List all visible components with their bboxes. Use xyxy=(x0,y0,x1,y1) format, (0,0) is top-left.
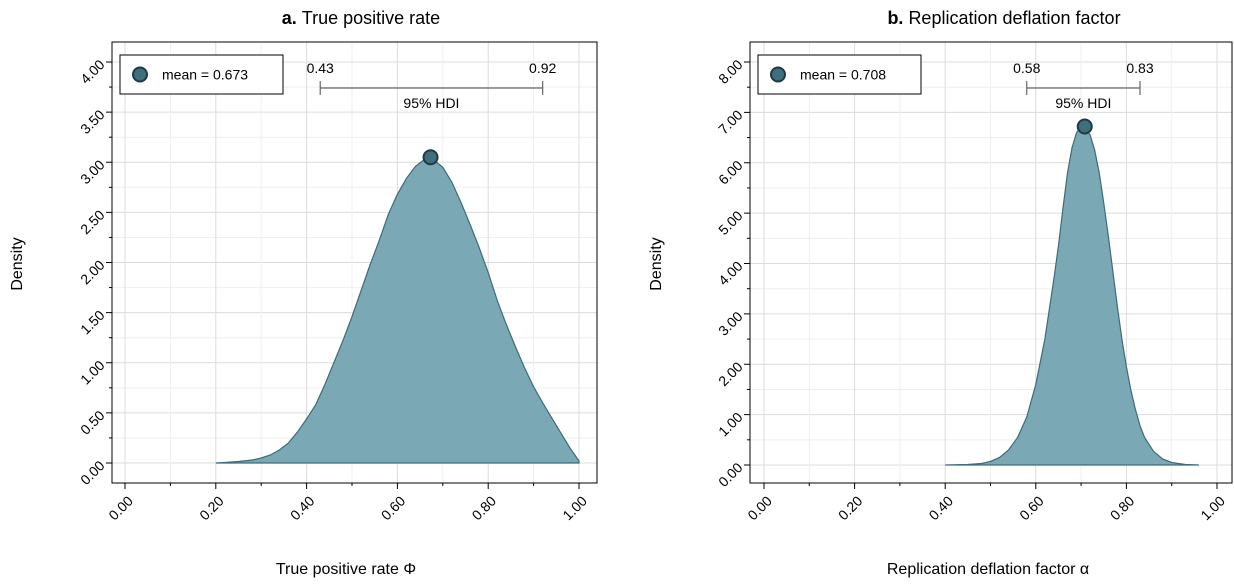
y-tick-label: 2.00 xyxy=(715,358,746,389)
density-area-b xyxy=(945,125,1199,466)
chart-title-b: b. Replication deflation factor xyxy=(887,8,1120,28)
y-tick-label: 2.00 xyxy=(77,257,108,288)
panel-a: a. True positive rate Density True positi… xyxy=(9,8,598,578)
y-tick-label: 5.00 xyxy=(715,207,746,238)
x-tick-label: 0.80 xyxy=(1107,492,1138,523)
legend-label-a: mean = 0.673 xyxy=(162,67,248,83)
y-tick-label: 0.00 xyxy=(77,457,108,488)
y-tick-label: 4.00 xyxy=(715,258,746,289)
y-tick-label: 3.00 xyxy=(715,308,746,339)
y-tick-label: 2.50 xyxy=(77,207,108,238)
x-axis-label-b: Replication deflation factor α xyxy=(887,561,1089,578)
hdi-low-label-a: 0.43 xyxy=(307,60,334,76)
chart-title-a: a. True positive rate xyxy=(282,8,440,28)
hdi-bracket-b: 0.58 0.83 95% HDI xyxy=(1013,60,1154,111)
y-tick-label: 0.50 xyxy=(77,407,108,438)
y-tick-label: 4.00 xyxy=(77,56,108,87)
x-tick-label: 0.60 xyxy=(378,492,409,523)
y-tick-label: 1.50 xyxy=(77,307,108,338)
y-ticks-b: 0.00 1.00 2.00 3.00 4.00 5.00 6.00 7.00 8.00 xyxy=(715,56,750,490)
chart-title-b-prefix: b. xyxy=(887,8,903,28)
x-tick-label: 0.40 xyxy=(287,492,318,523)
y-ticks-a: 0.00 0.50 1.00 1.50 2.00 2.50 3.00 3.50 4.00 xyxy=(77,56,112,488)
legend-label-b: mean = 0.708 xyxy=(800,67,886,83)
y-tick-label: 3.50 xyxy=(77,106,108,137)
y-tick-label: 0.00 xyxy=(715,459,746,490)
y-tick-label: 3.00 xyxy=(77,156,108,187)
legend-b: mean = 0.708 xyxy=(757,54,922,95)
x-tick-label: 0.00 xyxy=(105,492,136,523)
y-tick-label: 6.00 xyxy=(715,157,746,188)
grid-b xyxy=(750,42,1232,483)
panel-b: b. Replication deflation factor Density R… xyxy=(648,8,1233,578)
y-axis-label-b: Density xyxy=(648,237,665,290)
y-tick-label: 1.00 xyxy=(715,409,746,440)
x-ticks-a: 0.00 0.20 0.40 0.60 0.80 1.00 xyxy=(105,483,590,523)
x-tick-label: 1.00 xyxy=(1197,492,1228,523)
chart-title-a-prefix: a. xyxy=(282,8,297,28)
hdi-high-label-a: 0.92 xyxy=(529,60,556,76)
x-tick-label: 0.80 xyxy=(469,492,500,523)
x-ticks-b: 0.00 0.20 0.40 0.60 0.80 1.00 xyxy=(744,483,1228,523)
hdi-label-b: 95% HDI xyxy=(1055,95,1111,111)
chart-title-b-text: Replication deflation factor xyxy=(908,8,1120,28)
hdi-label-a: 95% HDI xyxy=(403,95,459,111)
density-area-a xyxy=(215,156,580,464)
legend-marker-b xyxy=(770,66,786,83)
x-tick-label: 0.40 xyxy=(926,492,957,523)
hdi-low-label-b: 0.58 xyxy=(1013,60,1040,76)
y-tick-label: 8.00 xyxy=(715,56,746,87)
hdi-high-label-b: 0.83 xyxy=(1126,60,1153,76)
legend-marker-a xyxy=(132,66,148,83)
x-axis-label-a: True positive rate Φ xyxy=(276,561,416,578)
mean-point-a xyxy=(422,149,439,166)
x-tick-label: 0.20 xyxy=(835,492,866,523)
legend-a: mean = 0.673 xyxy=(119,54,284,95)
x-tick-label: 0.60 xyxy=(1016,492,1047,523)
y-tick-label: 1.00 xyxy=(77,357,108,388)
y-tick-label: 7.00 xyxy=(715,107,746,138)
x-tick-label: 1.00 xyxy=(559,492,590,523)
x-tick-label: 0.00 xyxy=(744,492,775,523)
hdi-bracket-a: 0.43 0.92 95% HDI xyxy=(307,60,557,111)
y-axis-label-a: Density xyxy=(9,237,26,290)
mean-point-b xyxy=(1076,118,1093,135)
x-tick-label: 0.20 xyxy=(196,492,227,523)
chart-title-a-text: True positive rate xyxy=(302,8,440,28)
